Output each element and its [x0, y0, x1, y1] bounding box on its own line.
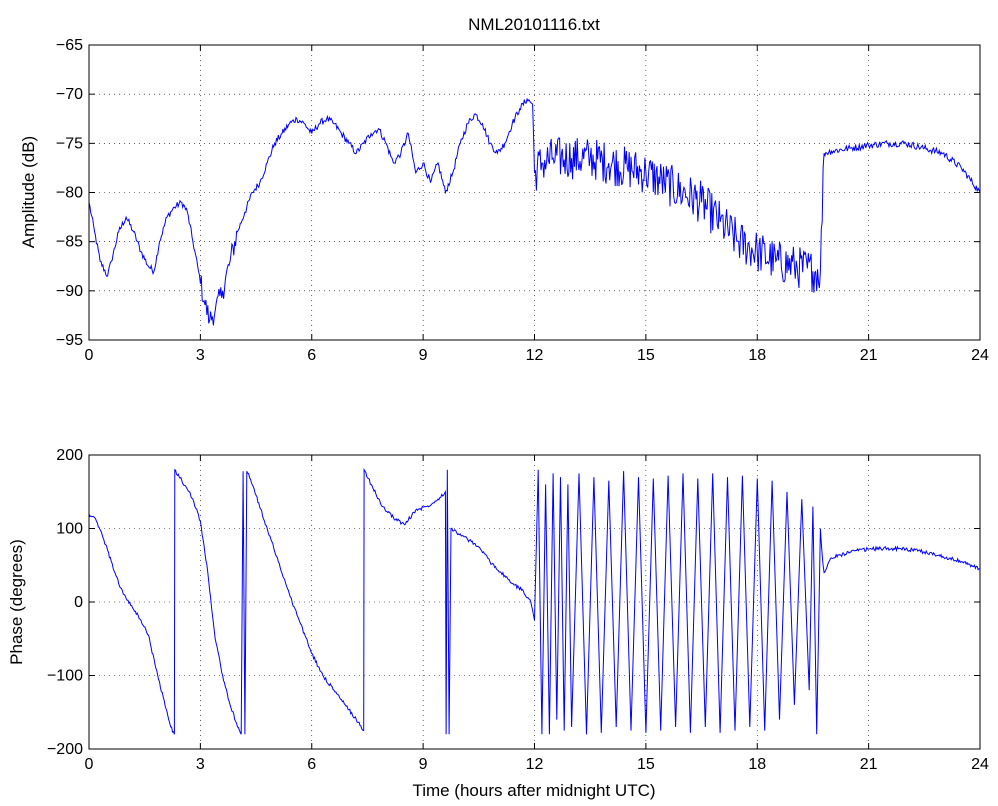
- amplitude-x-tick-label: 18: [748, 347, 766, 364]
- phase-panel: 0 3 6 9 12 15 18 21 24 −200 −100 0 100 200 Phase (deg…: [7, 447, 989, 800]
- amplitude-x-tick-label: 21: [860, 347, 878, 364]
- amplitude-x-tick-label: 9: [419, 347, 428, 364]
- phase-y-tick-label: −100: [47, 668, 83, 685]
- amplitude-y-tick-label: −80: [56, 185, 83, 202]
- amplitude-y-tick-label: −65: [56, 37, 83, 54]
- phase-y-tick-label: −200: [47, 741, 83, 758]
- amplitude-y-tick-label: −75: [56, 135, 83, 152]
- amplitude-x-tick-label: 15: [637, 347, 655, 364]
- phase-x-tick-label: 21: [860, 756, 878, 773]
- phase-y-axis-label: Phase (degrees): [7, 539, 26, 665]
- phase-x-tick-label: 15: [637, 756, 655, 773]
- amplitude-y-tick-label: −95: [56, 332, 83, 349]
- x-axis-label: Time (hours after midnight UTC): [412, 781, 655, 800]
- amplitude-panel: NML20101116.txt 0 3 6 9 12 15 18 21 24 −95 −90 −85 −…: [19, 15, 989, 364]
- phase-x-tick-label: 9: [419, 756, 428, 773]
- amplitude-ticks: 0 3 6 9 12 15 18 21 24 −95 −90 −85 −80 −75 −70 −65: [56, 37, 989, 364]
- amplitude-series: [88, 97, 981, 326]
- phase-y-tick-label: 200: [56, 447, 83, 464]
- amplitude-x-tick-label: 24: [971, 347, 989, 364]
- chart-title: NML20101116.txt: [468, 15, 600, 34]
- phase-ticks: 0 3 6 9 12 15 18 21 24 −200 −100 0 100 200: [47, 447, 989, 773]
- amplitude-y-tick-label: −70: [56, 86, 83, 103]
- phase-x-tick-label: 0: [85, 756, 94, 773]
- amplitude-x-tick-label: 3: [196, 347, 205, 364]
- phase-x-tick-label: 12: [526, 756, 544, 773]
- amplitude-y-tick-label: −85: [56, 234, 83, 251]
- phase-series: [88, 468, 981, 735]
- amplitude-grid: [89, 45, 980, 340]
- amplitude-series-line: [88, 97, 981, 326]
- amplitude-x-tick-label: 12: [526, 347, 544, 364]
- phase-x-tick-label: 24: [971, 756, 989, 773]
- phase-x-tick-label: 3: [196, 756, 205, 773]
- phase-y-tick-label: 100: [56, 521, 83, 538]
- amplitude-x-tick-label: 6: [307, 347, 316, 364]
- amplitude-x-tick-label: 0: [85, 347, 94, 364]
- amplitude-y-tick-label: −90: [56, 283, 83, 300]
- amplitude-y-axis-label: Amplitude (dB): [19, 136, 38, 248]
- phase-series-line: [88, 468, 981, 735]
- phase-x-tick-label: 6: [307, 756, 316, 773]
- phase-x-tick-label: 18: [748, 756, 766, 773]
- phase-y-tick-label: 0: [74, 594, 83, 611]
